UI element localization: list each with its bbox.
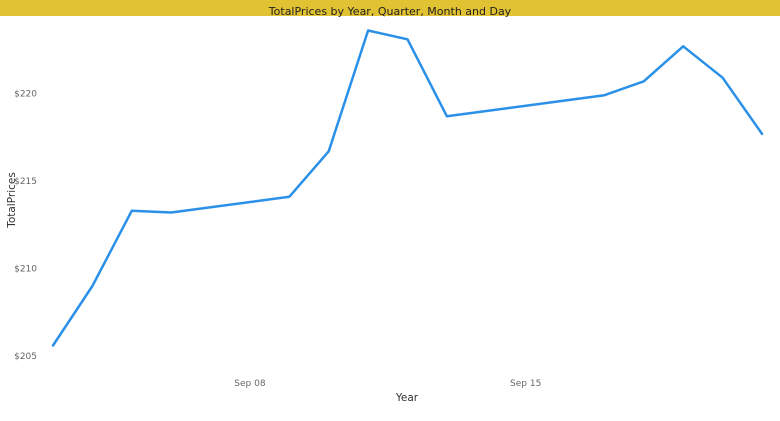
data-point[interactable] [325,147,333,155]
data-point[interactable] [404,35,412,43]
data-point[interactable] [679,42,687,50]
data-point[interactable] [640,77,648,85]
data-point[interactable] [364,27,372,35]
y-axis-label: TotalPrices [6,172,18,229]
data-point[interactable] [443,112,451,120]
y-tick-label: $220 [14,90,37,100]
series-line[interactable] [51,29,764,347]
data-point[interactable] [758,130,766,138]
y-axis-ticks: $205 $210 $215 $220 [14,90,37,363]
data-point[interactable] [128,207,136,215]
data-point[interactable] [49,342,57,350]
x-tick-label: Sep 15 [510,379,541,389]
chart-title: TotalPrices by Year, Quarter, Month and … [268,5,512,18]
x-axis-ticks: Sep 08 Sep 15 [234,379,541,389]
data-point[interactable] [285,193,293,201]
x-axis-label: Year [395,392,419,404]
series-layer [49,27,766,350]
y-tick-label: $205 [14,352,37,362]
x-tick-label: Sep 08 [234,379,266,389]
y-tick-label: $210 [14,265,37,275]
data-point[interactable] [600,91,608,99]
y-tick-label: $215 [14,177,37,187]
chart-title-bar: TotalPrices by Year, Quarter, Month and … [0,0,780,18]
data-point[interactable] [719,74,727,82]
data-point[interactable] [88,282,96,290]
data-point[interactable] [167,209,175,217]
